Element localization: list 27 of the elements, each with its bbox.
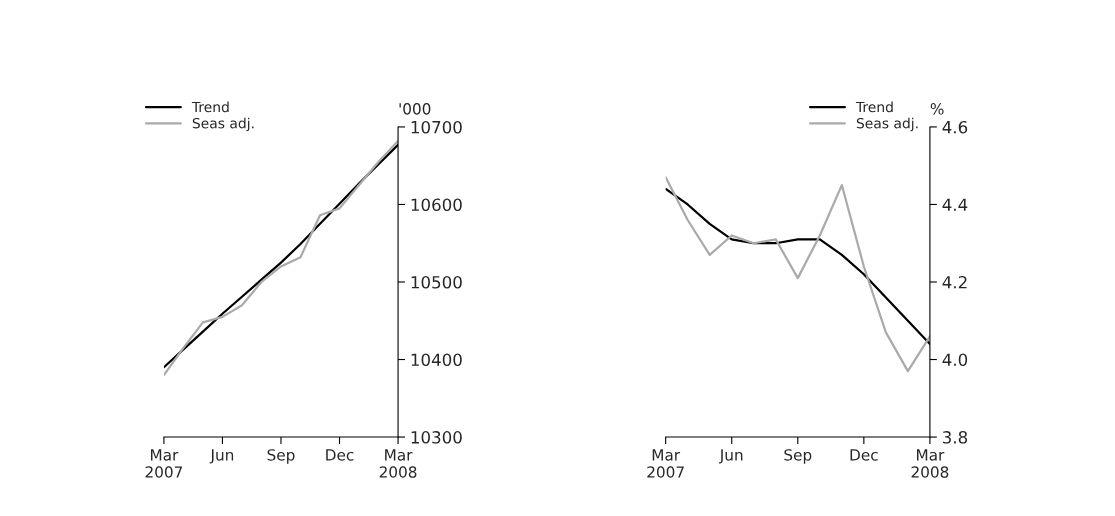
y-tick-label: 10600 xyxy=(411,198,462,212)
x-tick-label: Mar 2007 xyxy=(647,449,684,478)
x-tick-label: Mar 2007 xyxy=(145,449,183,478)
legend-label: Trend xyxy=(855,101,893,113)
y-tick-label: 4.0 xyxy=(942,353,968,367)
y-axis-title: % xyxy=(930,103,944,115)
y-tick-label: 10700 xyxy=(411,120,462,134)
legend-label: Seas adj. xyxy=(192,117,254,132)
legend-label: Trend xyxy=(191,101,229,113)
y-tick-label: 4.4 xyxy=(942,198,968,211)
line-series xyxy=(665,176,930,373)
y-tick-label: 10300 xyxy=(411,431,462,444)
y-tick-label: 4.6 xyxy=(942,120,968,134)
y-tick-label: 10500 xyxy=(411,275,462,289)
x-tick-label: Mar 2008 xyxy=(911,449,949,478)
y-tick-label: 4.2 xyxy=(942,275,967,289)
y-axis-title: '000 xyxy=(399,103,431,115)
x-tick-label: Dec xyxy=(850,449,878,461)
x-tick-label: Jun xyxy=(209,449,234,464)
legend-label: Seas adj. xyxy=(856,117,918,132)
x-tick-label: Mar 2008 xyxy=(379,449,417,478)
y-tick-label: 10400 xyxy=(411,353,462,367)
y-tick-label: 3.8 xyxy=(942,431,968,444)
x-tick-label: Sep xyxy=(267,449,295,464)
x-tick-label: Dec xyxy=(326,449,354,461)
x-tick-label: Sep xyxy=(784,449,812,464)
x-tick-label: Jun xyxy=(718,449,743,464)
